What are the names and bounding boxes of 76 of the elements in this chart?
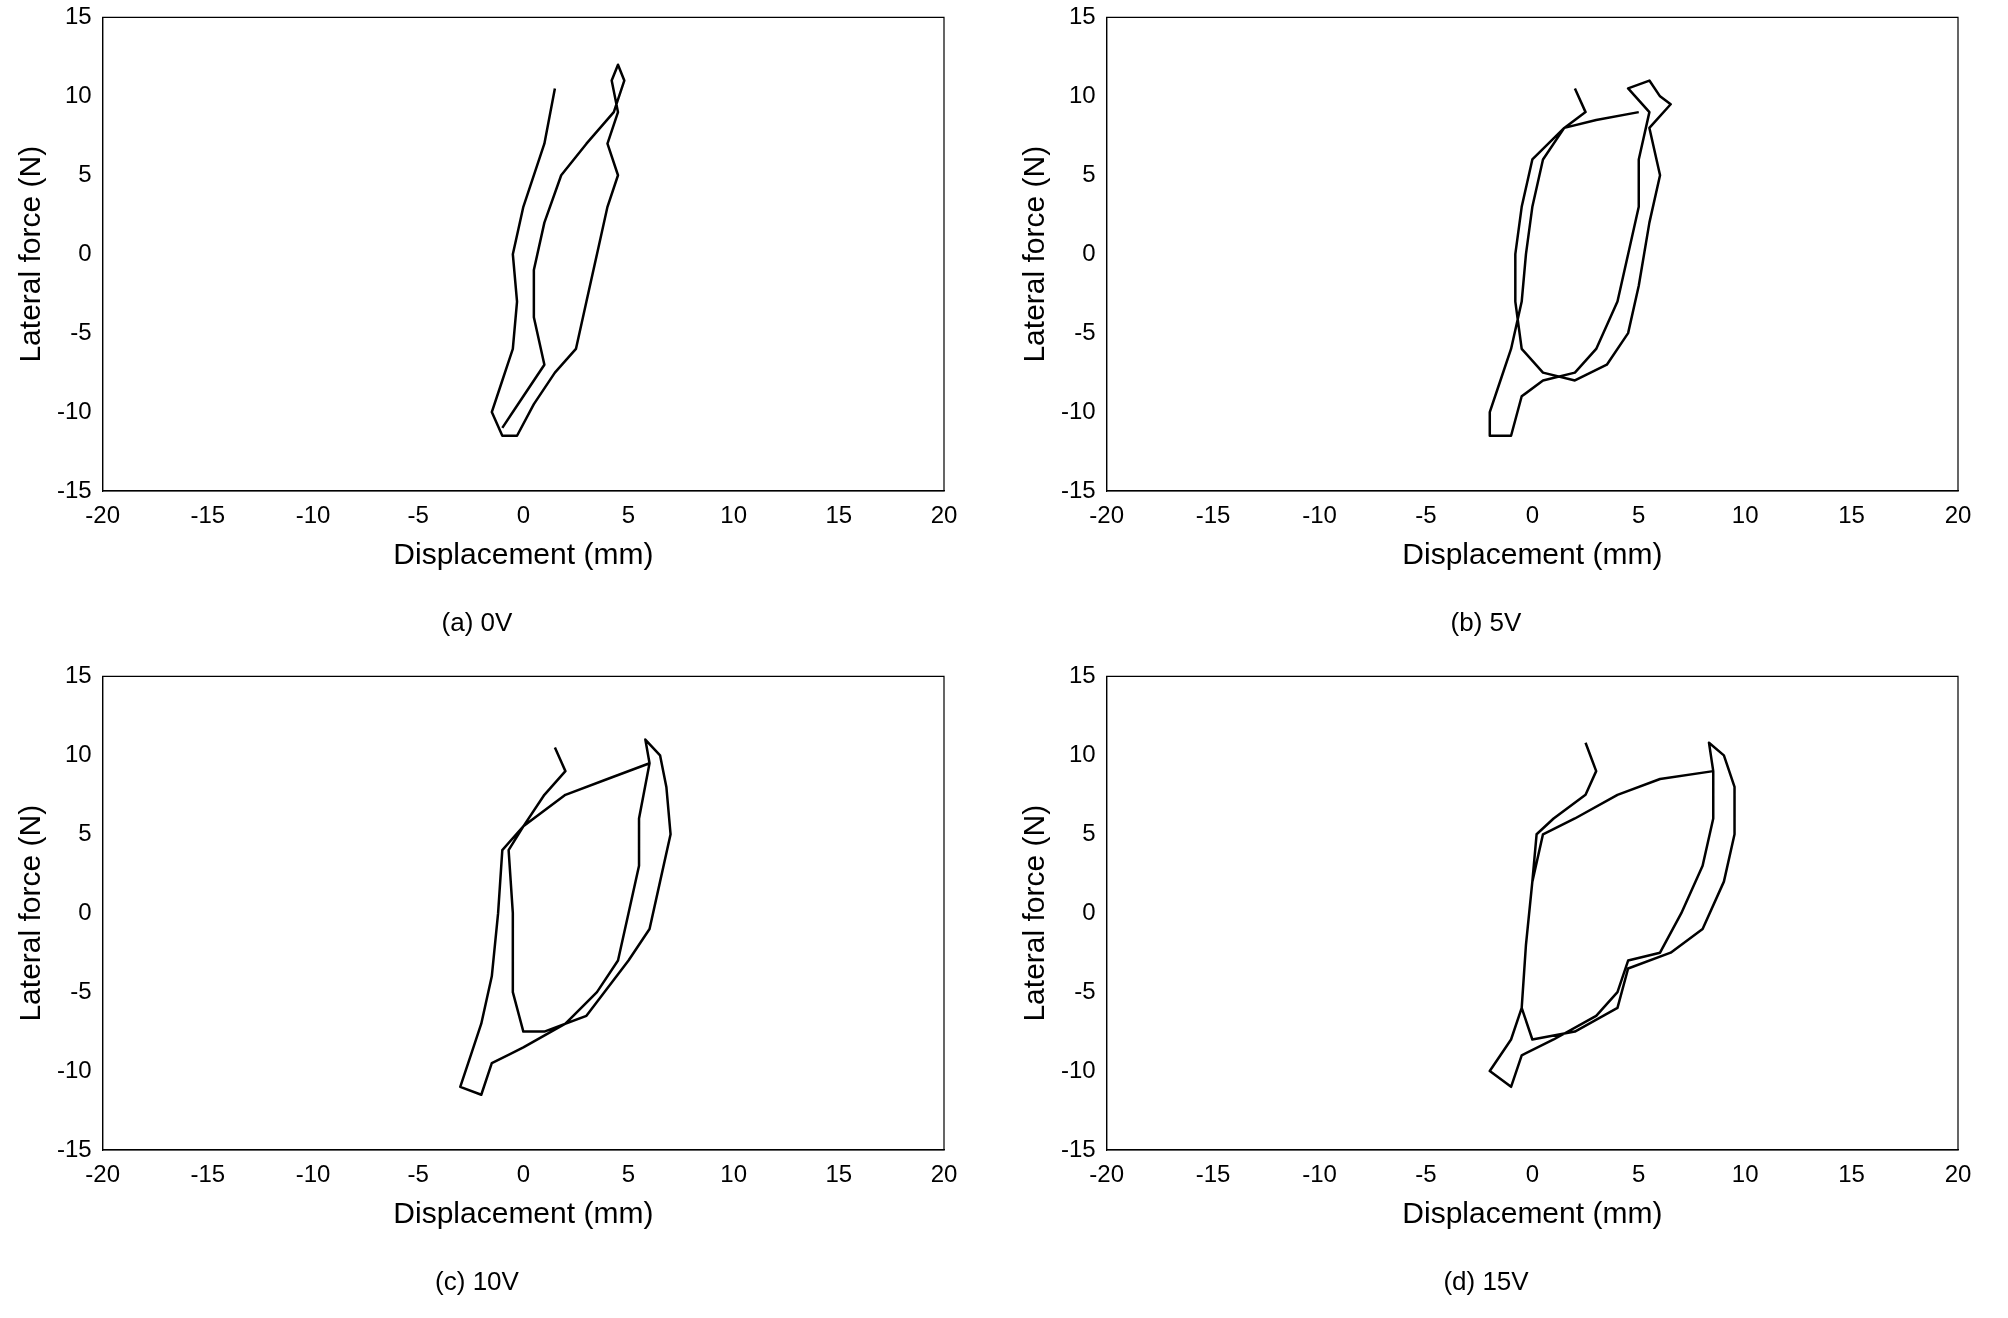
x-tick-label: -20 (1089, 501, 1125, 529)
x-tick-label: 5 (1632, 1160, 1646, 1188)
x-tick-label: -10 (1302, 1160, 1337, 1188)
x-tick-label: -20 (85, 501, 121, 529)
x-tick-label: 20 (1944, 1160, 1972, 1188)
x-tick-label: -20 (85, 1160, 121, 1188)
x-tick-label: -10 (295, 501, 331, 529)
y-tick-label: 10 (64, 80, 92, 108)
x-tick-label: 20 (930, 1160, 958, 1188)
x-tick-label: 15 (825, 501, 853, 529)
x-axis-title: Displacement (mm) (393, 1196, 654, 1230)
y-axis-title: Lateral force (N) (13, 804, 47, 1022)
y-tick-label: -15 (1061, 1134, 1096, 1162)
text: (c) 10V (435, 1265, 520, 1296)
x-tick-label: 5 (621, 1160, 636, 1188)
x-tick-label: -5 (1415, 501, 1437, 529)
x-tick-label: 20 (1944, 501, 1972, 529)
y-tick-label: 15 (64, 2, 92, 30)
x-tick-label: -5 (407, 1160, 429, 1188)
y-tick-label: -15 (57, 475, 92, 503)
x-tick-label: 5 (621, 501, 636, 529)
x-tick-label: 10 (1731, 1160, 1759, 1188)
y-tick-label: 0 (1082, 238, 1096, 266)
x-tick-label: -5 (1415, 1160, 1437, 1188)
y-axis-title: Lateral force (N) (1017, 804, 1051, 1022)
y-tick-label: 10 (64, 739, 92, 767)
y-tick-label: -10 (1061, 1055, 1096, 1083)
y-tick-label: 15 (1068, 2, 1096, 30)
y-tick-label: 0 (1082, 897, 1096, 925)
x-tick-label: 10 (1731, 501, 1759, 529)
x-tick-label: -10 (295, 1160, 331, 1188)
x-tick-label: 15 (1838, 1160, 1865, 1188)
x-tick-label: 0 (516, 1160, 531, 1188)
x-tick-label: 15 (1838, 501, 1865, 529)
x-tick-label: -15 (1195, 501, 1231, 529)
x-axis-title: Displacement (mm) (1402, 537, 1663, 571)
x-tick-label: 0 (516, 501, 531, 529)
text: (b) 5V (1450, 606, 1523, 637)
x-tick-label: 5 (1632, 501, 1646, 529)
y-tick-label: -10 (57, 1055, 92, 1083)
x-axis-title: Displacement (mm) (1402, 1196, 1663, 1230)
y-tick-label: -10 (1061, 396, 1096, 424)
text: (d) 15V (1443, 1265, 1530, 1296)
y-tick-label: 10 (1068, 739, 1096, 767)
y-tick-label: 15 (64, 661, 92, 689)
x-tick-label: -15 (190, 1160, 226, 1188)
x-tick-label: -10 (1302, 501, 1337, 529)
y-tick-label: -15 (57, 1134, 92, 1162)
y-tick-label: 5 (78, 159, 92, 187)
y-tick-label: 0 (78, 238, 92, 266)
x-tick-label: -5 (407, 501, 429, 529)
y-tick-label: 10 (1068, 80, 1096, 108)
y-axis-title: Lateral force (N) (1017, 145, 1051, 363)
y-tick-label: -5 (70, 317, 92, 345)
x-tick-label: 15 (825, 1160, 853, 1188)
y-tick-label: 15 (1068, 661, 1096, 689)
x-tick-label: -20 (1089, 1160, 1125, 1188)
y-tick-label: -5 (1074, 317, 1096, 345)
x-tick-label: 10 (720, 501, 748, 529)
y-tick-label: 5 (1082, 159, 1096, 187)
y-tick-label: 0 (78, 897, 92, 925)
text: (a) 0V (441, 606, 514, 637)
x-tick-label: -15 (190, 501, 226, 529)
y-tick-label: 5 (1082, 818, 1096, 846)
y-tick-label: -5 (70, 976, 92, 1004)
x-axis-title: Displacement (mm) (393, 537, 654, 571)
x-tick-label: -15 (1195, 1160, 1231, 1188)
y-tick-label: -15 (1061, 475, 1096, 503)
y-axis-title: Lateral force (N) (13, 145, 47, 363)
x-tick-label: 0 (1525, 501, 1540, 529)
y-tick-label: 5 (78, 818, 92, 846)
y-tick-label: -5 (1074, 976, 1096, 1004)
y-tick-label: -10 (57, 396, 92, 424)
x-tick-label: 20 (930, 501, 958, 529)
x-tick-label: 0 (1525, 1160, 1540, 1188)
x-tick-label: 10 (720, 1160, 748, 1188)
